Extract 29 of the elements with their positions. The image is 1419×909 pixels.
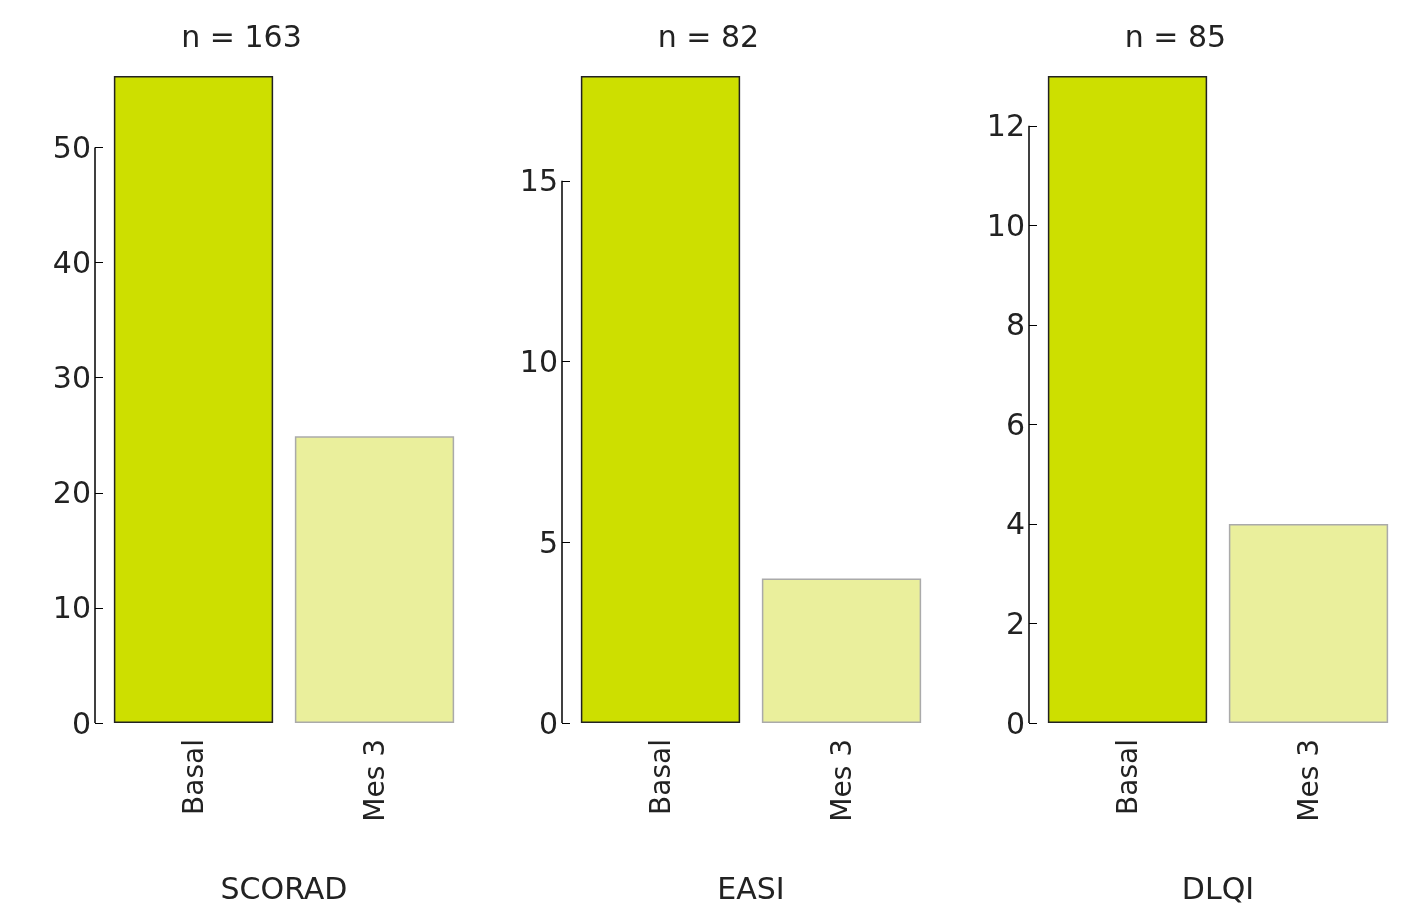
x-axis-title: DLQI bbox=[1181, 870, 1255, 906]
y-tick-label: 0 bbox=[71, 705, 91, 741]
y-tick-label: 30 bbox=[52, 360, 91, 396]
y-tick-label: 6 bbox=[1005, 406, 1025, 442]
x-axis-title: EASI bbox=[717, 870, 785, 906]
y-tick-label: 4 bbox=[1005, 506, 1025, 542]
y-tick-label: 12 bbox=[986, 108, 1025, 144]
x-tick-label: Basal bbox=[644, 739, 677, 815]
x-axis-title: SCORAD bbox=[220, 870, 348, 906]
x-tick-label: Basal bbox=[177, 739, 210, 815]
y-tick-label: 40 bbox=[52, 245, 91, 280]
x-tick-label: Mes 3 bbox=[358, 739, 391, 822]
y-tick-label: 0 bbox=[538, 705, 558, 741]
y-tick-label: 10 bbox=[52, 590, 91, 626]
y-tick-label: 50 bbox=[52, 129, 91, 165]
x-tick-label: Mes 3 bbox=[825, 739, 858, 822]
x-tick-label: Mes 3 bbox=[1292, 739, 1325, 822]
chart-title: n = 163 bbox=[181, 18, 302, 54]
chart-title: n = 85 bbox=[1124, 18, 1227, 54]
y-tick-label: 10 bbox=[986, 207, 1025, 243]
chart-title: n = 82 bbox=[657, 18, 760, 54]
y-tick-label: 5 bbox=[538, 524, 558, 560]
y-tick-label: 20 bbox=[52, 475, 91, 511]
y-tick-label: 2 bbox=[1005, 605, 1025, 641]
y-tick-label: 15 bbox=[519, 163, 558, 199]
y-tick-label: 8 bbox=[1005, 307, 1025, 343]
y-tick-label: 0 bbox=[1005, 705, 1025, 741]
y-tick-label: 10 bbox=[519, 344, 558, 380]
x-tick-label: Basal bbox=[1111, 739, 1144, 815]
